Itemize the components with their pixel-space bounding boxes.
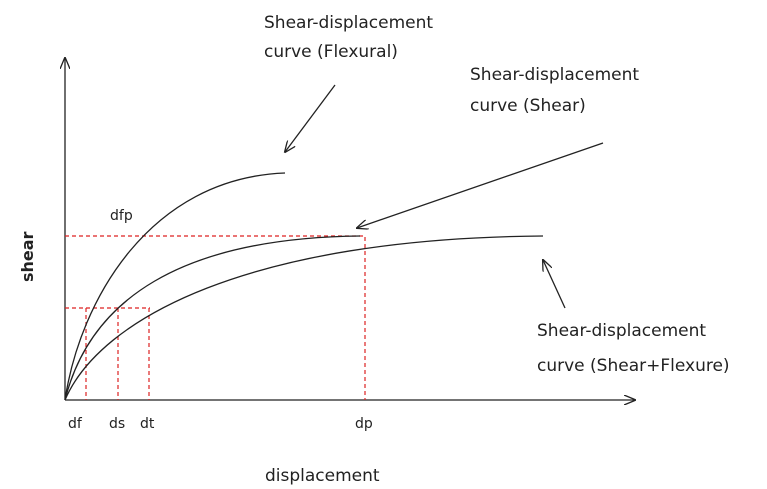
point-label: df (68, 416, 83, 432)
arrow (285, 84, 336, 152)
annotation: Shear-displacement (537, 321, 706, 341)
curve-shear (64, 235, 361, 401)
arrow (357, 142, 604, 228)
curve-flexural (64, 172, 286, 401)
dashed-guides (65, 307, 150, 400)
annotation: curve (Shear+Flexure) (537, 356, 730, 376)
annotation: curve (Shear) (470, 96, 586, 116)
point-label: dfp (110, 208, 133, 224)
x-axis-label: displacement (265, 466, 380, 486)
arrow (543, 260, 566, 309)
annotation: curve (Flexural) (264, 42, 398, 62)
curve-shear-flexure (64, 235, 544, 401)
point-label: dp (355, 416, 373, 432)
point-label: dt (140, 416, 155, 432)
dashed-guide-dp (65, 235, 366, 400)
point-label: ds (109, 416, 125, 432)
y-axis-label: shear (18, 231, 37, 282)
annotation: Shear-displacement (470, 65, 639, 85)
annotation: Shear-displacement (264, 13, 433, 33)
